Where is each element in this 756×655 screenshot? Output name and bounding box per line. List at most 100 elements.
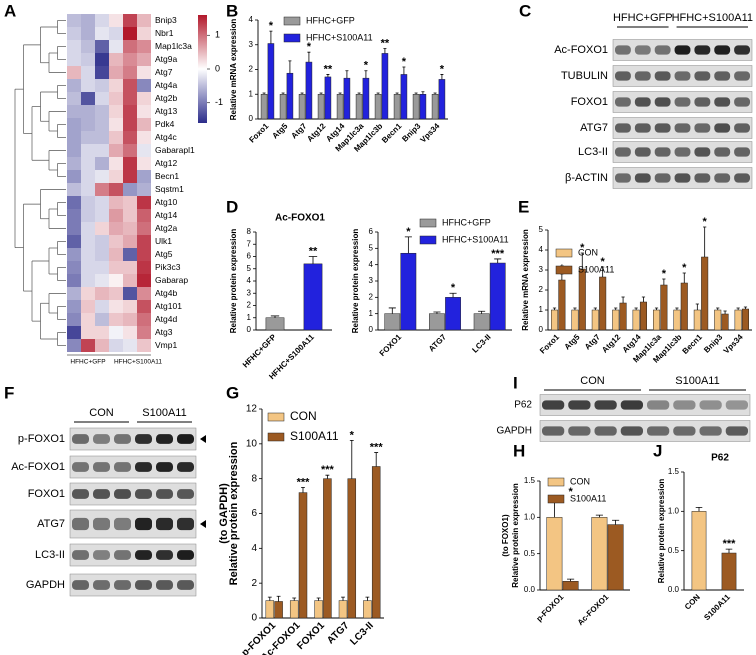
error-bar [421,91,425,95]
heatmap-cell [67,118,81,131]
bar [267,43,275,120]
blot-band [714,173,731,183]
y-tick-label: 8 [247,227,252,236]
heatmap-cell [67,170,81,183]
bar [412,94,420,120]
x-tick-label: ATG7 [427,332,448,353]
error-bar [357,92,361,95]
legend-swatch [555,248,573,258]
blot-band [674,71,691,81]
blot-band [135,517,152,531]
heatmap-cell [95,105,109,118]
significance: ** [309,245,318,257]
y-tick-label: 1 [539,305,544,314]
significance: *** [321,464,335,476]
bar [265,317,285,331]
bar [571,309,579,331]
heatmap-cell [109,339,123,352]
heatmap-cell [123,326,137,339]
error-bar [695,507,703,512]
bar [632,309,640,331]
heatmap-cell [95,40,109,53]
error-bar [478,310,486,314]
legend-label: CON [290,409,317,423]
blot-band [72,434,89,444]
legend-label: S100A11 [570,493,606,503]
legend-swatch [267,432,285,442]
row-label: Atg4d [155,314,177,324]
blot-band [72,580,89,590]
heatmap-cell [123,248,137,261]
blot-band [156,517,173,531]
heatmap-cell [95,235,109,248]
row-label: Nbr1 [155,28,174,38]
heatmap-cell [81,131,95,144]
heatmap-cell [137,339,151,352]
group-label: CON [580,375,605,387]
error-bar [402,66,406,75]
y-tick-label: 4 [249,15,254,24]
heatmap-cell [109,183,123,196]
legend-swatch [419,218,437,228]
blot-band [156,462,173,472]
heatmap-cell [137,118,151,131]
legend-label: HFHC+GFP [306,15,355,25]
heatmap-cell [81,339,95,352]
colorbar-tick-label: 0 [215,63,220,73]
error-bar [433,311,441,314]
y-tick-label: 0 [251,613,257,624]
heatmap-cell [67,183,81,196]
significance: *** [370,441,384,453]
bar [314,600,323,619]
colorbar-tick-label: -1 [215,97,223,107]
bar [362,77,370,120]
y-tick-label: 5 [247,264,252,273]
heatmap-cell [67,157,81,170]
bar [578,268,586,331]
error-bar [338,92,342,95]
blot-label: TUBULIN [561,70,608,82]
heatmap-cell [81,300,95,313]
chart-title: P62 [711,453,729,464]
blot-band [647,426,670,436]
blot-band [135,462,152,472]
error-bar [580,252,584,269]
heatmap-cell [137,261,151,274]
heatmap-cell [95,157,109,170]
heatmap-cell [137,235,151,248]
blot-band [135,550,152,560]
heatmap-cell [123,40,137,53]
heatmap-cell [67,235,81,248]
heatmap-cell [137,131,151,144]
heatmap-cell [81,105,95,118]
blot-band [725,426,748,436]
heatmap-cell [137,53,151,66]
y-axis-title: Relative protein expression [351,229,360,334]
error-bar [573,307,577,310]
heatmap-cell [67,92,81,105]
heatmap-cell [123,66,137,79]
error-bar [723,310,727,314]
blot-band [177,517,194,531]
bar [323,478,332,619]
bar [551,309,559,331]
heatmap-cell [95,92,109,105]
colorbar-tick-label: 1 [215,30,220,40]
heatmap-cell [123,261,137,274]
bar [619,302,627,331]
error-bar [307,51,311,63]
y-tick-label: 3 [247,288,252,297]
error-bar [595,514,603,518]
blot-band [634,45,651,55]
error-bar [736,307,740,310]
blot-band [694,173,711,183]
heatmap-cell [81,274,95,287]
x-tick-label: HFHC+GFP [241,332,278,369]
group-label: HFHC+GFP [613,12,673,24]
heatmap-cell [123,300,137,313]
legend-label: CON [578,247,598,257]
error-bar [433,92,437,95]
heatmap-cell [109,248,123,261]
blot-strip [69,427,197,451]
row-label: Atg101 [155,301,182,311]
